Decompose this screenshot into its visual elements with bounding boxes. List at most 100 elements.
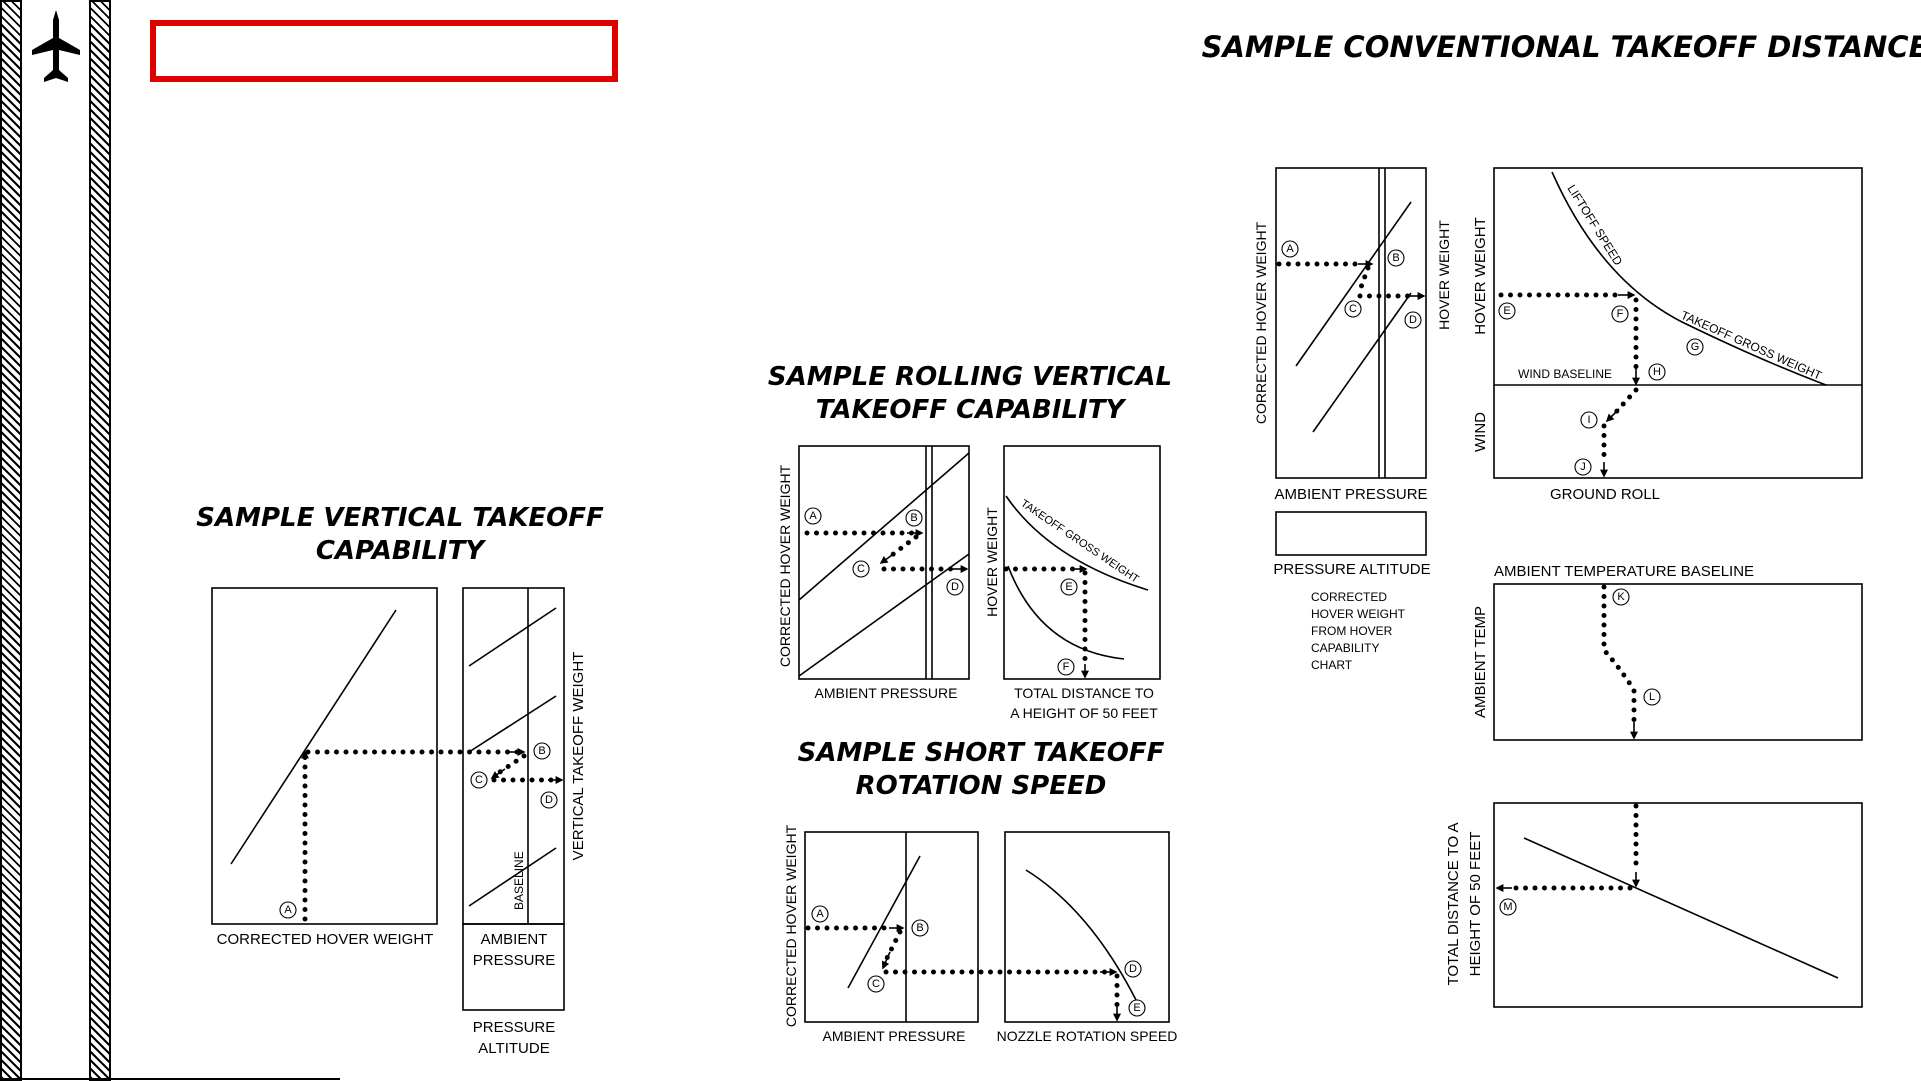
- conv-path-c: [1357, 265, 1371, 293]
- conv-note-line3: FROM HOVER: [1311, 624, 1393, 638]
- conv-wind-baseline-label: WIND BASELINE: [1518, 367, 1612, 381]
- conv-temperature-chart-frame: [1493, 583, 1863, 741]
- rolling-point-b-label: B: [910, 512, 917, 524]
- short-right-chart-frame: [1004, 831, 1170, 1023]
- conv-point-b: [1387, 249, 1405, 267]
- conv-point-h-label: H: [1653, 366, 1661, 378]
- rolling-distance-curve: [1007, 565, 1125, 660]
- rolling-curve-label: TAKEOFF GROSS WEIGHT: [1018, 498, 1141, 586]
- conv-distance-chart-frame: [1493, 802, 1863, 1008]
- vertical-heading-line2: CAPABILITY: [316, 536, 487, 566]
- conv-note-line4: CAPABILITY: [1311, 641, 1379, 655]
- rolling-point-a: [804, 507, 822, 525]
- vertical-point-c: [470, 771, 488, 789]
- rolling-takeoff-diagram: SAMPLE ROLLING VERTICAL TAKEOFF CAPABILI…: [768, 362, 1172, 721]
- conv-point-k: [1612, 588, 1630, 606]
- short-point-e: [1128, 999, 1146, 1017]
- jet-aircraft-icon: [30, 8, 82, 96]
- conv-point-k-label: K: [1617, 591, 1625, 603]
- conv-point-l-label: L: [1649, 691, 1655, 703]
- short-x-label-right: NOZZLE ROTATION SPEED: [997, 1028, 1178, 1044]
- vertical-point-a-label: A: [284, 904, 292, 916]
- conv-path-k-l: [1601, 584, 1637, 727]
- rolling-y-label-left: CORRECTED HOVER WEIGHT: [777, 464, 793, 667]
- vertical-alt-line-1: [468, 607, 557, 667]
- vertical-altitude-box: [462, 923, 565, 1011]
- conv-note-line5: CHART: [1311, 658, 1353, 672]
- conv-point-h: [1648, 363, 1666, 381]
- conv-line-upper: [1295, 201, 1412, 367]
- vertical-point-a: [279, 901, 297, 919]
- vertical-weight-line: [230, 609, 397, 865]
- conv-liftoff-speed: LIFTOFF SPEED: [1564, 182, 1625, 268]
- short-point-c: [867, 975, 885, 993]
- conv-pressure-altitude: PRESSURE ALTITUDE: [1273, 561, 1430, 578]
- vertical-arrow-c: [490, 768, 506, 779]
- conv-ambient-temp: AMBIENT TEMP: [1472, 606, 1489, 718]
- rolling-point-a-label: A: [809, 510, 817, 522]
- vertical-altitude-line1: PRESSURE: [473, 1019, 556, 1036]
- rolling-point-d-label: D: [951, 581, 959, 593]
- rolling-point-c-label: C: [857, 563, 865, 575]
- conv-point-m-label: M: [1503, 901, 1512, 913]
- conv-ambient-temp-baseline: AMBIENT TEMPERATURE BASELINE: [1494, 563, 1754, 580]
- conv-point-f-label: F: [1617, 308, 1624, 320]
- vertical-point-c-label: C: [475, 774, 483, 786]
- conv-point-m: [1499, 898, 1517, 916]
- rolling-left-chart-frame: [798, 445, 970, 680]
- vertical-left-chart-frame: [211, 587, 438, 925]
- vertical-y-label: VERTICAL TAKEOFF WEIGHT: [570, 652, 587, 861]
- rolling-point-d: [946, 578, 964, 596]
- vertical-alt-line-2: [468, 695, 557, 753]
- conv-line-lower: [1312, 292, 1412, 433]
- conv-total-distance-line2: HEIGHT OF 50 FEET: [1467, 832, 1484, 977]
- vertical-alt-line-3: [468, 847, 557, 907]
- conv-point-c-label: C: [1349, 303, 1357, 315]
- conv-point-g: [1686, 338, 1704, 356]
- conv-hover-weight-right: HOVER WEIGHT: [1472, 217, 1489, 335]
- short-point-b: [911, 919, 929, 937]
- short-pressure-line: [847, 855, 921, 989]
- short-rotation-curve: [1025, 869, 1137, 1001]
- conv-hover-weight-mid: HOVER WEIGHT: [1436, 220, 1452, 330]
- conv-distance-line: [1523, 837, 1839, 979]
- short-point-a-label: A: [816, 908, 824, 920]
- rolling-heading-line1: SAMPLE ROLLING VERTICAL: [768, 362, 1172, 392]
- short-heading-line2: ROTATION SPEED: [856, 771, 1107, 801]
- conv-point-e-label: E: [1503, 305, 1510, 317]
- rolling-point-b: [905, 509, 923, 527]
- vertical-ambient-line2: PRESSURE: [473, 952, 556, 969]
- conv-point-e: [1498, 302, 1516, 320]
- conv-total-distance-line1: TOTAL DISTANCE TO A: [1445, 822, 1462, 985]
- rolling-gross-weight-curve: [1005, 495, 1149, 591]
- short-y-label: CORRECTED HOVER WEIGHT: [783, 824, 799, 1027]
- vertical-altitude-line2: ALTITUDE: [478, 1040, 549, 1057]
- conv-point-d: [1404, 311, 1422, 329]
- rolling-y-label-right: HOVER WEIGHT: [984, 507, 1000, 617]
- conv-point-j-label: J: [1580, 461, 1586, 473]
- vertical-heading-line1: SAMPLE VERTICAL TAKEOFF: [196, 503, 604, 533]
- rolling-line-upper: [798, 452, 970, 601]
- conventional-takeoff-diagram: SAMPLE CONVENTIONAL TAKEOFF DISTANCE A B…: [1202, 30, 1921, 1008]
- short-point-e-label: E: [1133, 1002, 1140, 1014]
- vertical-point-b-label: B: [538, 745, 545, 757]
- vertical-point-b: [533, 742, 551, 760]
- conv-point-a: [1281, 240, 1299, 258]
- conv-point-i: [1580, 411, 1598, 429]
- conv-pressure-chart-frame: [1275, 167, 1427, 479]
- conv-arrow-i: [1605, 408, 1620, 423]
- rolling-point-f: [1057, 658, 1075, 676]
- short-point-b-label: B: [916, 922, 923, 934]
- short-point-d-label: D: [1129, 963, 1137, 975]
- conv-point-b-label: B: [1392, 252, 1399, 264]
- rolling-line-lower: [798, 553, 970, 677]
- short-point-a: [811, 905, 829, 923]
- rolling-point-e-label: E: [1065, 581, 1072, 593]
- short-x-label-left: AMBIENT PRESSURE: [823, 1028, 966, 1044]
- rolling-point-c: [852, 560, 870, 578]
- conv-point-j: [1574, 458, 1592, 476]
- conv-point-f: [1611, 305, 1629, 323]
- short-takeoff-diagram: SAMPLE SHORT TAKEOFF ROTATION SPEED A B …: [783, 738, 1177, 1044]
- title-box: [150, 20, 618, 82]
- short-arrow-c: [881, 951, 891, 970]
